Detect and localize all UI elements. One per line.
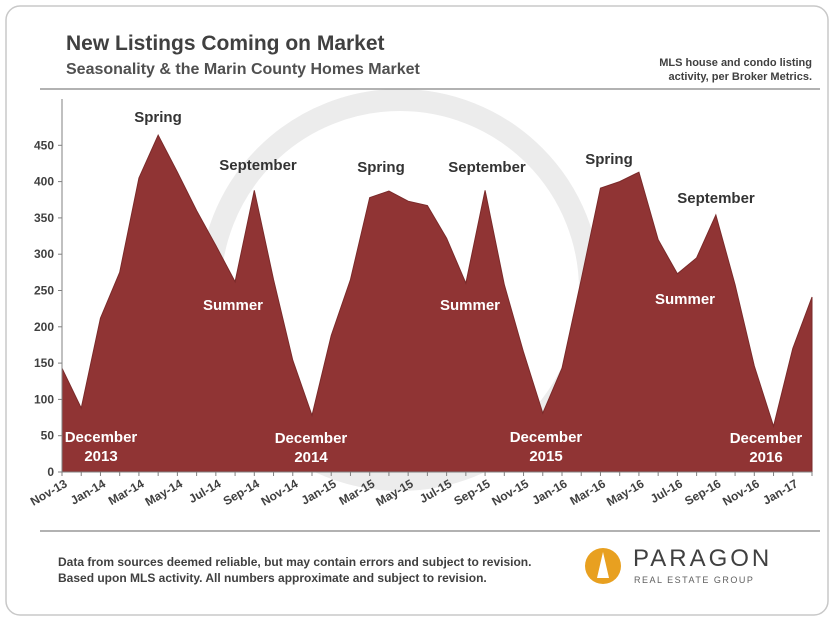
note: MLS house and condo listing (659, 57, 812, 69)
annotation: December (510, 429, 583, 446)
annotation: Summer (440, 297, 500, 314)
annotation: Summer (203, 297, 263, 314)
logo-tagline: REAL ESTATE GROUP (634, 575, 754, 585)
footer: Based upon MLS activity. All numbers app… (58, 571, 487, 585)
y-tick-label: 250 (34, 284, 54, 298)
y-tick-label: 350 (34, 211, 54, 225)
annotation: September (677, 190, 755, 207)
y-tick-label: 200 (34, 320, 54, 334)
chart-title: New Listings Coming on Market (66, 32, 385, 55)
annotation: September (448, 159, 526, 176)
annotation: 2013 (84, 448, 117, 465)
annotation: Spring (585, 151, 633, 168)
note: activity, per Broker Metrics. (669, 71, 812, 83)
y-tick-label: 400 (34, 175, 54, 189)
y-tick-label: 150 (34, 356, 54, 370)
logo-name: PARAGON (633, 545, 772, 572)
y-tick-label: 300 (34, 247, 54, 261)
annotation: Spring (134, 109, 182, 126)
annotation: Summer (655, 291, 715, 308)
y-tick-label: 100 (34, 392, 54, 406)
annotation: December (65, 429, 138, 446)
annotation: 2016 (749, 449, 782, 466)
annotation: 2014 (294, 449, 328, 466)
logo-mark (597, 552, 609, 578)
annotation: Spring (357, 159, 405, 176)
annotation: 2015 (529, 448, 562, 465)
chart-subtitle: Seasonality & the Marin County Homes Mar… (66, 61, 421, 78)
y-tick-label: 50 (41, 429, 55, 443)
area (61, 133, 813, 473)
footer: Data from sources deemed reliable, but m… (58, 555, 531, 569)
y-tick-label: 0 (47, 465, 54, 479)
y-tick-label: 450 (34, 138, 54, 152)
annotation: December (730, 430, 803, 447)
annotation: September (219, 157, 297, 174)
annotation: December (275, 430, 348, 447)
